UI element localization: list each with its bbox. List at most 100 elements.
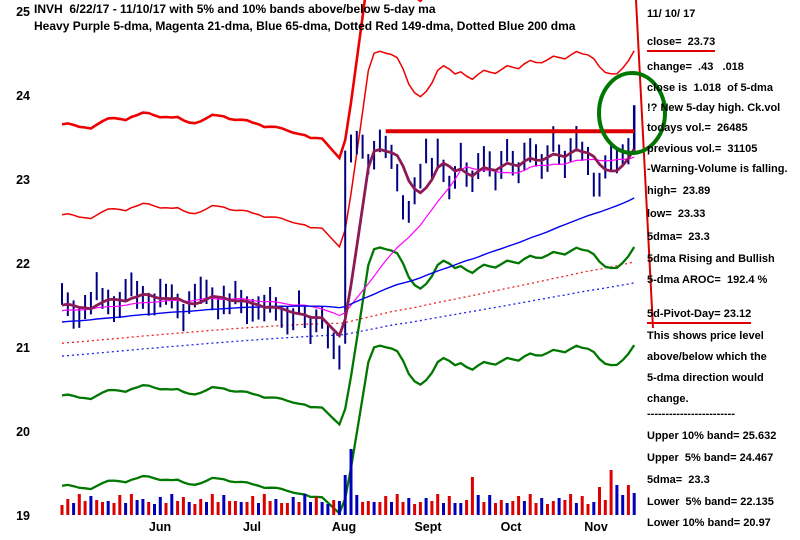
volume-bar [66, 499, 70, 515]
volume-bar [488, 495, 492, 515]
x-axis-month-label: Aug [331, 520, 357, 534]
volume-bar [89, 496, 93, 515]
volume-bar [476, 495, 480, 515]
y-axis-label: 22 [16, 257, 30, 271]
volume-bar [551, 501, 555, 515]
volume-bar [101, 502, 104, 515]
volume-bar [407, 498, 411, 515]
volume-bar [563, 500, 567, 515]
volume-bar [210, 494, 214, 515]
panel-pivot-note-4: change. [647, 393, 689, 405]
panel-pivot-note-2: above/below which the [647, 351, 767, 363]
volume-bar [517, 496, 521, 515]
y-axis-label: 20 [16, 425, 30, 439]
lower-10pct-band-line [61, 344, 636, 516]
volume-bar [83, 501, 87, 515]
y-axis-label: 19 [16, 509, 30, 523]
panel-5dma: 5dma= 23.3 [647, 231, 710, 243]
volume-bar [598, 487, 601, 515]
x-axis-month-label: Jun [148, 520, 172, 534]
panel-separator: ------------------------ [647, 408, 735, 420]
volume-bar [280, 503, 284, 515]
volume-bar [366, 501, 370, 515]
volume-bar [303, 494, 307, 515]
volume-bar [268, 501, 272, 515]
volume-bar [193, 504, 197, 515]
chart-legend-line: Heavy Purple 5-dma, Magenta 21-dma, Blue… [34, 19, 576, 33]
volume-bar [164, 503, 168, 515]
volume-bar [632, 493, 636, 515]
volume-bar [459, 503, 463, 515]
volume-bar [522, 501, 526, 515]
volume-bar [586, 504, 590, 515]
volume-bar [465, 500, 469, 515]
volume-bar [621, 495, 625, 515]
volume-bar [72, 503, 76, 515]
volume-bar [147, 502, 151, 515]
panel-close: close= 23.73 [647, 36, 716, 52]
ma-200-dotted-line [61, 282, 635, 357]
volume-bar [494, 503, 497, 515]
volume-bar [285, 503, 289, 515]
volume-bar [153, 504, 156, 515]
ma-21-line [61, 156, 635, 317]
volume-bar [603, 500, 607, 515]
volume-bar [337, 501, 341, 515]
panel-5dma-aroc: 5-dma AROC= 192.4 % [647, 274, 768, 286]
panel-upper-10-band: Upper 10% band= 25.632 [647, 430, 777, 442]
volume-bar [129, 494, 133, 515]
panel-lower-10-band: Lower 10% band= 20.97 [647, 517, 771, 529]
panel-pivot-note-1: This shows price level [647, 330, 764, 342]
volume-bar [499, 500, 503, 515]
volume-bar [528, 494, 532, 515]
volume-bar [77, 494, 81, 515]
volume-bar [222, 495, 226, 515]
x-axis-month-label: Oct [500, 520, 522, 534]
volume-bar [580, 496, 584, 515]
panel-upper-5-band: Upper 5% band= 24.467 [647, 452, 774, 464]
volume-bar [135, 500, 139, 515]
volume-bar [390, 502, 393, 515]
x-axis-month-label: Jul [242, 520, 262, 534]
volume-bar [291, 497, 295, 515]
panel-pivot-note-3: 5-dma direction would [647, 372, 764, 384]
volume-bar [320, 502, 324, 515]
volume-bar [297, 502, 301, 515]
volume-bar [262, 494, 266, 515]
volume-bar [205, 502, 208, 515]
panel-low: low= 23.33 [647, 208, 706, 220]
volume-bar [349, 449, 353, 515]
volume-bar [309, 502, 312, 515]
volume-bar [199, 499, 203, 515]
volume-bar [424, 498, 428, 515]
panel-5dma-2: 5dma= 23.3 [647, 474, 710, 486]
chart-title: INVH 6/22/17 - 11/10/17 with 5% and 10% … [34, 2, 436, 16]
x-axis-month-label: Nov [584, 520, 608, 534]
volume-bar [170, 494, 174, 515]
volume-bar [470, 477, 474, 515]
panel-change: change= .43 .018 [647, 61, 744, 73]
panel-previous-volume: previous vol.= 31105 [647, 143, 758, 155]
new-high-circle-annotation [597, 71, 667, 155]
y-axis-label: 23 [16, 173, 30, 187]
volume-bar [124, 503, 128, 515]
volume-bar [332, 500, 336, 515]
ma-149-dotted-line [61, 261, 635, 344]
volume-bar [418, 502, 422, 515]
volume-bar [326, 504, 330, 515]
panel-todays-volume: todays vol.= 26485 [647, 122, 748, 134]
volume-bar [482, 502, 486, 515]
volume-bar [574, 503, 578, 515]
volume-bar [245, 502, 249, 515]
lower-5pct-band-line [61, 246, 636, 427]
panel-date: 11/ 10/ 17 [647, 8, 696, 20]
volume-bar [355, 495, 359, 515]
volume-bar [228, 501, 232, 515]
panel-new-high-alert: !? New 5-day high. Ck.vol [647, 102, 781, 114]
upper-10pct-band-line [61, 0, 424, 161]
volume-bar [181, 497, 185, 515]
volume-bar [442, 503, 445, 515]
volume-bar [430, 501, 434, 515]
panel-5dma-trend: 5dma Rising and Bullish [647, 253, 775, 265]
volume-bar [378, 502, 382, 515]
